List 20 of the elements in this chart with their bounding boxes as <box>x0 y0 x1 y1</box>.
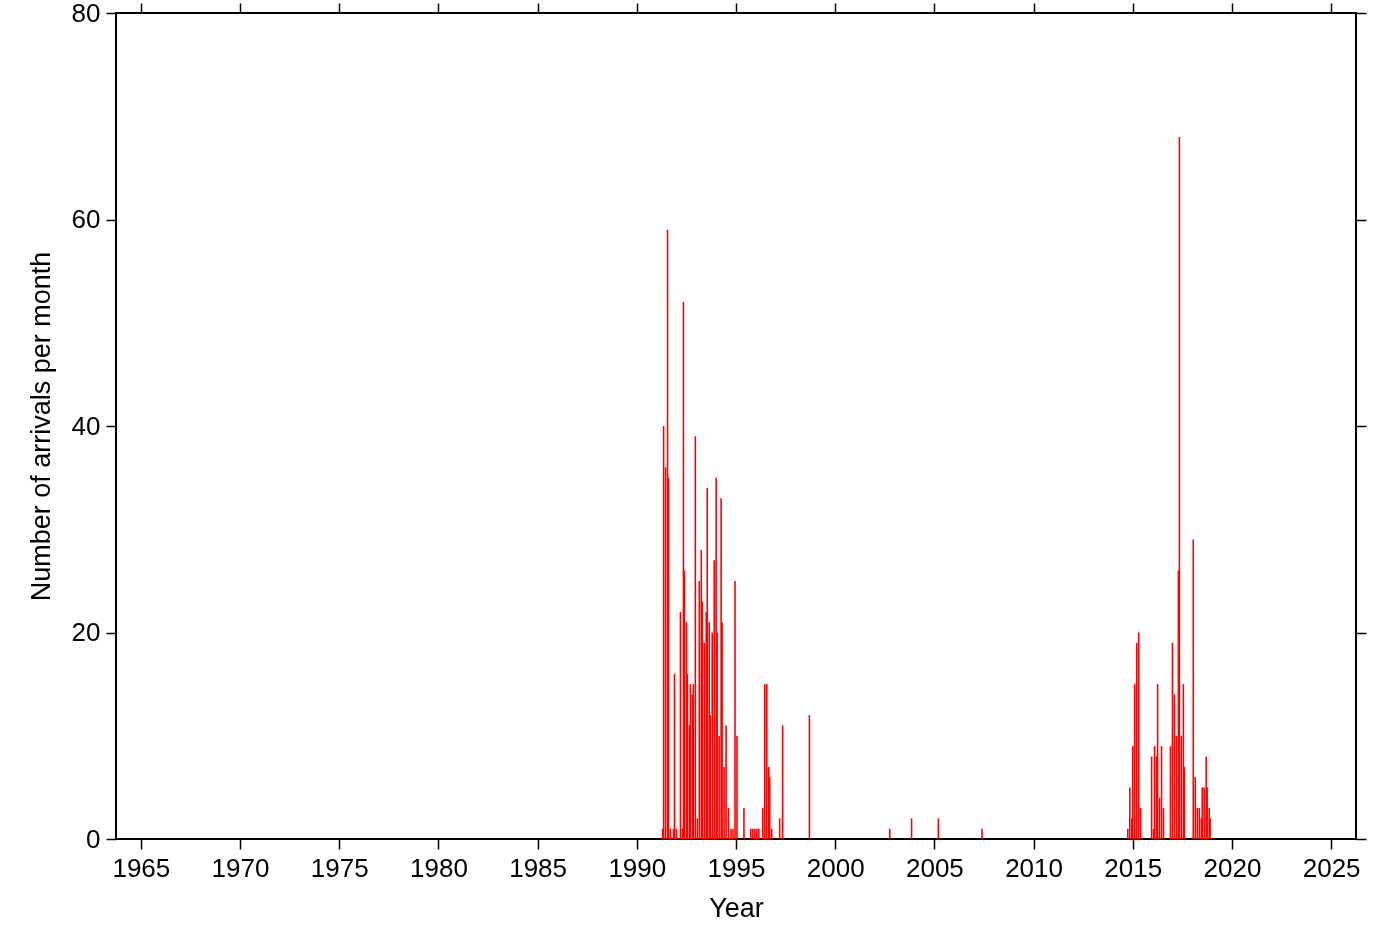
y-tick-label: 40 <box>71 410 101 441</box>
x-tick-label: 2015 <box>1104 852 1163 883</box>
x-tick-label: 2000 <box>806 852 865 883</box>
x-tick-label: 1980 <box>410 852 468 883</box>
x-tick-label: 1985 <box>509 852 568 883</box>
x-tick-label: 1965 <box>112 852 171 883</box>
x-tick-label: 2010 <box>1005 852 1063 883</box>
x-axis-title: Year <box>709 892 764 923</box>
x-tick-label: 1975 <box>310 852 369 883</box>
y-tick-label: 60 <box>71 204 101 234</box>
y-tick-label: 0 <box>86 823 101 854</box>
x-tick-label: 2020 <box>1203 852 1262 883</box>
x-tick-label: 1970 <box>211 852 270 883</box>
x-tick-label: 2005 <box>905 852 964 883</box>
x-tick-label: 2025 <box>1302 852 1361 883</box>
x-tick-label: 1990 <box>608 852 667 883</box>
y-tick-label: 80 <box>71 0 101 28</box>
y-tick-label: 20 <box>71 617 101 647</box>
x-tick-label: 1995 <box>707 852 766 883</box>
y-axis-title: Number of arrivals per month <box>25 251 56 602</box>
